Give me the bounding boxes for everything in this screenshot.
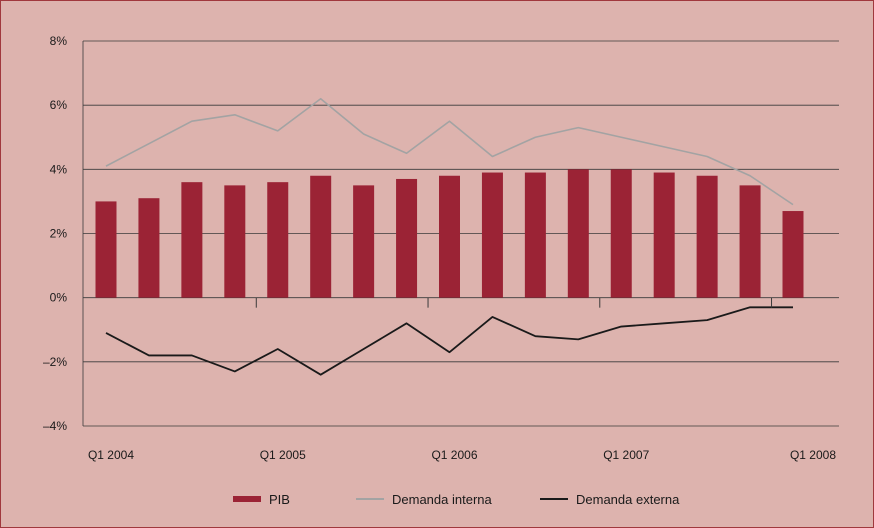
series-lines (105, 97, 794, 376)
x-tick-label: Q1 2006 (431, 448, 477, 462)
bar-pib (138, 198, 160, 298)
bar-pib (696, 175, 718, 298)
legend-label: Demanda interna (392, 492, 492, 507)
y-tick-label: 2% (50, 227, 68, 241)
axes: 8% 6% 4% 2% 0% –2% –4% Q1 2004 Q1 2005 Q1 2006 Q1 … (43, 34, 836, 462)
y-tick-label: –4% (43, 419, 67, 433)
bar-pib (739, 185, 761, 298)
bar-pib (567, 169, 589, 298)
y-tick-label: 6% (50, 98, 68, 112)
bar-pib (610, 169, 632, 298)
bar-pib (396, 178, 418, 298)
legend-label: PIB (269, 492, 290, 507)
legend-swatch (233, 496, 261, 502)
y-tick-label: –2% (43, 355, 67, 369)
x-tick-label: Q1 2008 (790, 448, 836, 462)
bar-pib (481, 172, 503, 298)
legend-label: Demanda externa (576, 492, 680, 507)
bar-pib (267, 182, 289, 298)
bar-pib (524, 172, 546, 298)
bar-pib (439, 175, 460, 298)
legend: PIB Demanda interna Demanda externa (233, 492, 680, 507)
bar-pib (782, 211, 804, 298)
bar-pib (181, 182, 203, 298)
line-demanda-interna (105, 97, 794, 206)
y-tick-label: 0% (50, 291, 68, 305)
bar-pib (224, 185, 246, 298)
x-tick-label: Q1 2007 (603, 448, 649, 462)
bar-pib (95, 201, 117, 298)
x-tick-label: Q1 2004 (88, 448, 134, 462)
y-tick-label: 4% (50, 162, 68, 176)
pib-bars (95, 169, 804, 298)
x-tick-label: Q1 2005 (260, 448, 306, 462)
line-demanda-externa (105, 306, 793, 376)
y-tick-label: 8% (50, 34, 68, 48)
bar-pib (353, 185, 375, 298)
bar-pib (310, 175, 332, 298)
bar-pib (653, 172, 675, 298)
